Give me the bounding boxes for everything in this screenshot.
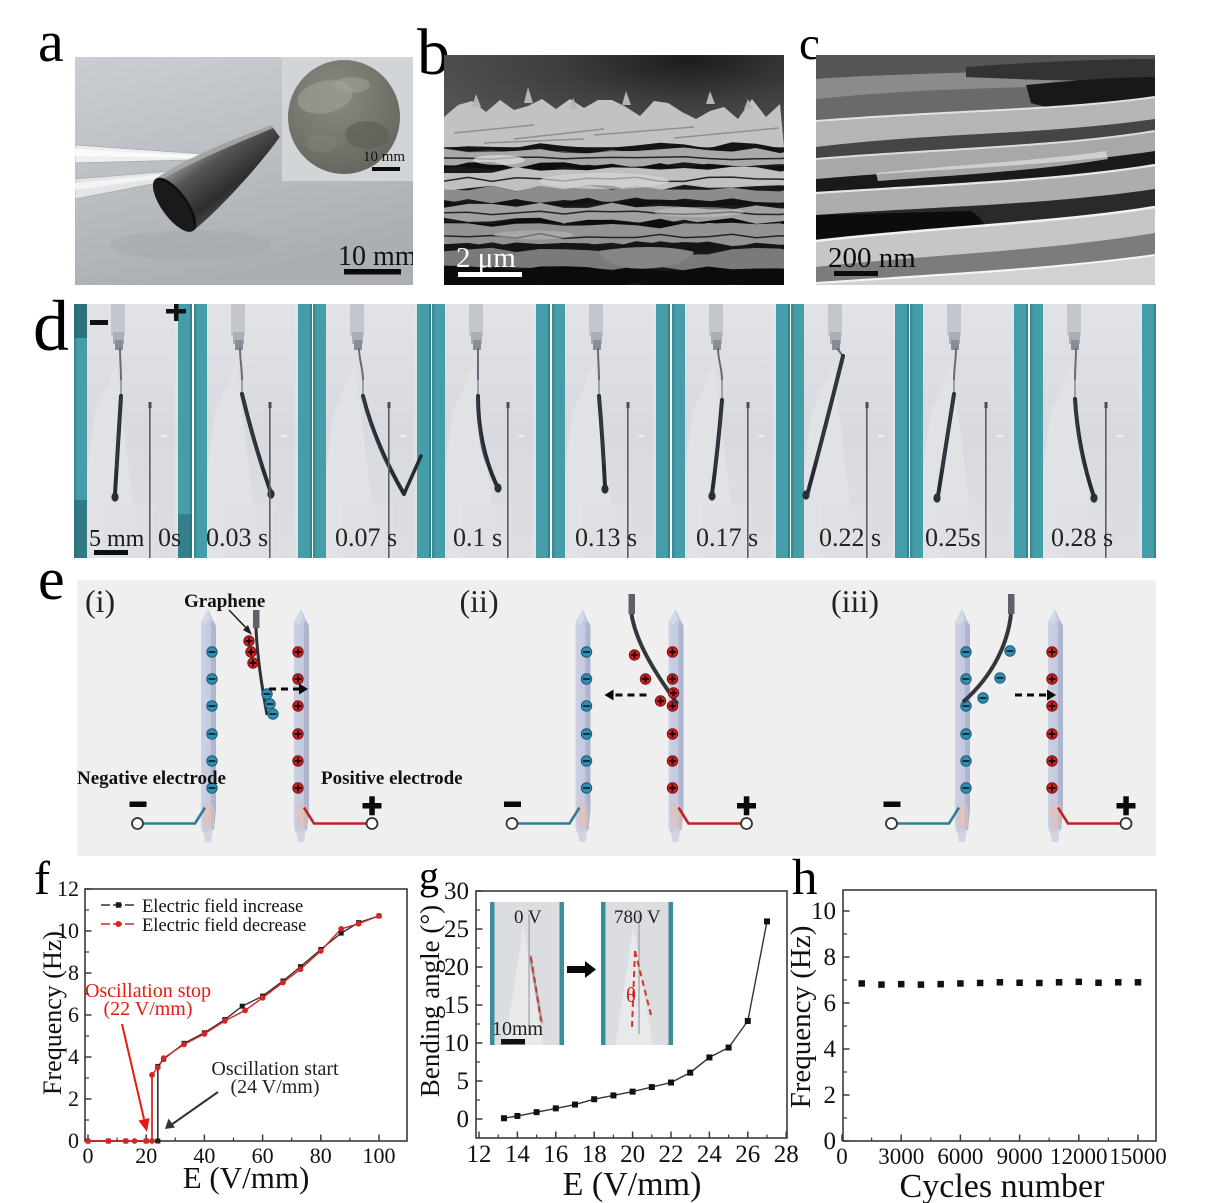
svg-text:12: 12 — [57, 876, 79, 901]
svg-text:28: 28 — [774, 1141, 799, 1168]
svg-text:Cycles number: Cycles number — [900, 1168, 1106, 1203]
svg-text:(i): (i) — [85, 583, 115, 619]
svg-text:Negative electrode: Negative electrode — [77, 768, 226, 789]
svg-text:E (V/mm): E (V/mm) — [563, 1166, 702, 1203]
svg-text:8: 8 — [824, 944, 837, 971]
svg-text:2 μm: 2 μm — [456, 242, 516, 274]
svg-text:20: 20 — [620, 1141, 645, 1168]
svg-text:100: 100 — [363, 1143, 396, 1168]
svg-text:12000: 12000 — [1050, 1144, 1108, 1169]
svg-text:0.13 s: 0.13 s — [575, 523, 637, 552]
svg-text:Graphene: Graphene — [184, 591, 265, 612]
svg-text:0.17 s: 0.17 s — [696, 523, 758, 552]
svg-text:10mm: 10mm — [492, 1018, 544, 1040]
svg-text:Electric field increase: Electric field increase — [142, 897, 303, 917]
svg-text:0: 0 — [68, 1128, 79, 1153]
svg-text:780 V: 780 V — [614, 907, 661, 928]
svg-text:18: 18 — [582, 1141, 607, 1168]
svg-text:(24 V/mm): (24 V/mm) — [230, 1076, 319, 1098]
svg-text:6: 6 — [68, 1002, 79, 1027]
svg-text:6000: 6000 — [937, 1144, 983, 1169]
svg-text:15: 15 — [444, 992, 469, 1019]
svg-text:5 mm: 5 mm — [89, 526, 145, 552]
svg-text:5: 5 — [457, 1068, 470, 1095]
svg-text:10 mm: 10 mm — [338, 241, 413, 272]
svg-text:0: 0 — [836, 1144, 848, 1169]
svg-text:4: 4 — [68, 1044, 79, 1069]
svg-text:0s: 0s — [158, 523, 181, 552]
svg-text:15000: 15000 — [1109, 1144, 1167, 1169]
svg-text:10: 10 — [444, 1030, 469, 1057]
svg-text:0.1 s: 0.1 s — [453, 523, 502, 552]
svg-text:Bending angle (°): Bending angle (°) — [420, 905, 445, 1097]
svg-text:Electric field decrease: Electric field decrease — [142, 916, 306, 936]
svg-text:θ: θ — [626, 983, 636, 1007]
svg-text:0: 0 — [457, 1106, 470, 1133]
svg-text:Oscillation stop: Oscillation stop — [85, 980, 211, 1002]
svg-text:9000: 9000 — [997, 1144, 1043, 1169]
svg-text:0 V: 0 V — [514, 907, 542, 928]
svg-text:(ii): (ii) — [460, 583, 499, 619]
svg-text:2: 2 — [824, 1082, 837, 1109]
svg-text:6: 6 — [824, 990, 837, 1017]
svg-text:60: 60 — [252, 1143, 274, 1168]
svg-text:0.22 s: 0.22 s — [819, 523, 881, 552]
svg-text:200 nm: 200 nm — [828, 242, 916, 274]
svg-text:2: 2 — [68, 1086, 79, 1111]
svg-text:0.07 s: 0.07 s — [335, 523, 397, 552]
svg-text:Frequency (Hz): Frequency (Hz) — [790, 926, 817, 1109]
svg-text:4: 4 — [824, 1036, 837, 1063]
svg-text:0.03 s: 0.03 s — [206, 523, 268, 552]
svg-text:8: 8 — [68, 960, 79, 985]
svg-text:10 mm: 10 mm — [363, 149, 405, 165]
svg-text:E (V/mm): E (V/mm) — [183, 1160, 310, 1195]
svg-text:10: 10 — [57, 918, 79, 943]
svg-text:3000: 3000 — [878, 1144, 924, 1169]
svg-text:80: 80 — [310, 1143, 332, 1168]
svg-text:(22 V/mm): (22 V/mm) — [103, 998, 192, 1020]
svg-text:Positive electrode: Positive electrode — [321, 768, 463, 789]
svg-text:30: 30 — [444, 878, 469, 905]
svg-text:0: 0 — [83, 1143, 94, 1168]
svg-text:Frequency (Hz): Frequency (Hz) — [38, 931, 67, 1095]
svg-text:12: 12 — [467, 1141, 492, 1168]
svg-text:26: 26 — [735, 1141, 760, 1168]
svg-text:25: 25 — [444, 916, 469, 943]
svg-text:22: 22 — [659, 1141, 684, 1168]
svg-text:20: 20 — [444, 954, 469, 981]
svg-text:20: 20 — [135, 1143, 157, 1168]
svg-text:0.25s: 0.25s — [925, 523, 981, 552]
svg-text:Oscillation start: Oscillation start — [211, 1058, 339, 1080]
svg-text:10: 10 — [811, 898, 836, 925]
svg-text:16: 16 — [543, 1141, 568, 1168]
svg-text:14: 14 — [505, 1141, 531, 1168]
svg-text:24: 24 — [697, 1141, 723, 1168]
svg-text:0.28 s: 0.28 s — [1051, 523, 1113, 552]
svg-text:0: 0 — [824, 1128, 837, 1155]
svg-text:40: 40 — [193, 1143, 215, 1168]
svg-text:(iii): (iii) — [831, 583, 879, 619]
